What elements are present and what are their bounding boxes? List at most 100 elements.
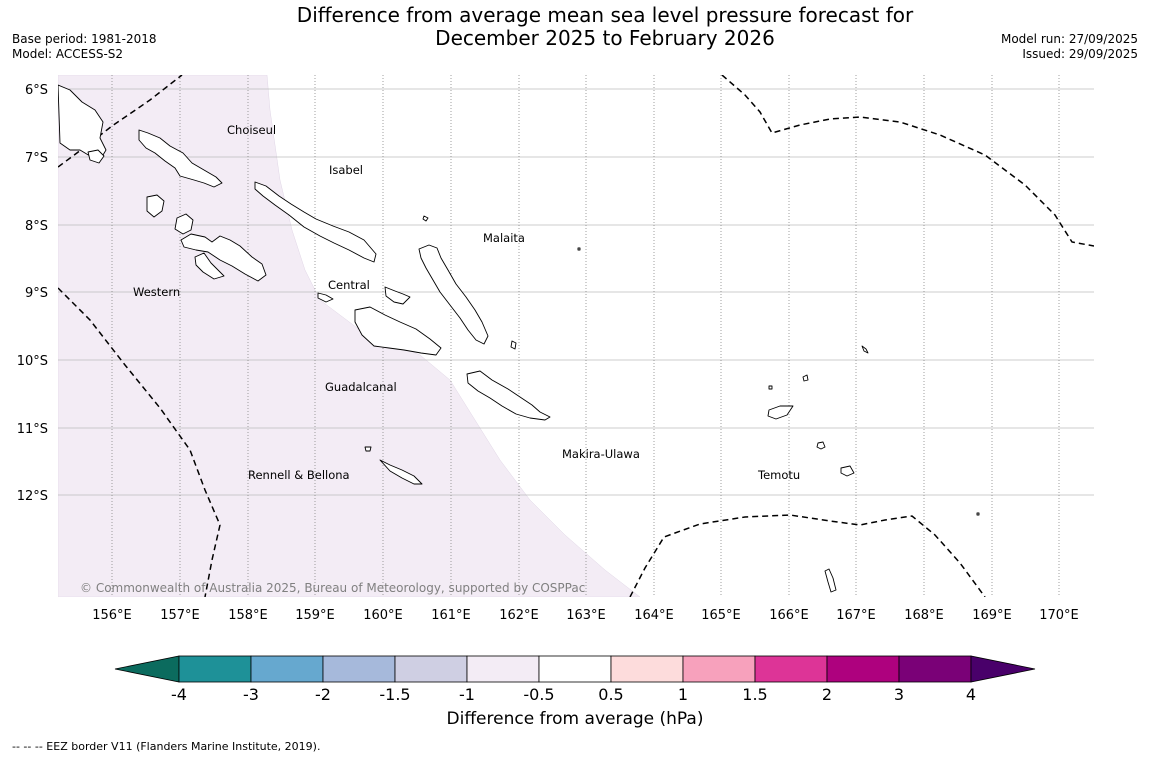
lon-label-166e: 166°E (769, 608, 809, 623)
place-label-guadalcanal: Guadalcanal (325, 380, 397, 394)
pressure-anomaly-shaded-area (58, 75, 641, 597)
place-labels: Choiseul Isabel Malaita Central Western … (133, 123, 800, 482)
island-russell (317, 292, 334, 303)
island-bougainville (58, 84, 107, 161)
colorbar-swatch (826, 655, 900, 683)
colorbar-title: Difference from average (hPa) (446, 709, 704, 729)
model-name: Model: ACCESS-S2 (12, 47, 124, 61)
title-line-2: December 2025 to February 2026 (435, 26, 775, 50)
colorbar-extension-high (970, 655, 1036, 683)
colorbar-tick-label: -0.5 (523, 685, 554, 704)
island-sikaiana (577, 247, 581, 251)
colorbar-tick-label: 0.5 (598, 685, 623, 704)
latitude-labels: 6°S 7°S 8°S 9°S 10°S 11°S 12°S (17, 83, 48, 504)
longitude-gridlines (111, 75, 1060, 597)
island-malaita (418, 244, 489, 345)
model-run: Model run: 27/09/2025 (1000, 32, 1138, 46)
colorbar-swatch (394, 655, 468, 683)
latitude-gridlines (58, 88, 1094, 496)
island-small-isabel (422, 215, 429, 222)
colorbar-swatch (538, 655, 612, 683)
lon-label-169e: 169°E (972, 608, 1012, 623)
place-label-makira-ulawa: Makira-Ulawa (562, 447, 640, 461)
coastlines (58, 84, 980, 593)
lon-label-158e: 158°E (228, 608, 268, 623)
colorbar-extension-low (114, 655, 180, 683)
longitude-labels: 156°E 157°E 158°E 159°E 160°E 161°E 162°… (92, 608, 1079, 623)
meta-left: Base period: 1981-2018 Model: ACCESS-S2 (12, 32, 157, 62)
island-reef-islands (802, 374, 809, 382)
eez-border-south (629, 514, 986, 597)
lon-label-167e: 167°E (836, 608, 876, 623)
island-vella-lavella (146, 194, 165, 218)
title-line-1: Difference from average mean sea level p… (296, 3, 914, 27)
eez-border-southwest (58, 287, 221, 597)
lon-label-157e: 157°E (160, 608, 200, 623)
island-utupua (816, 441, 826, 450)
place-label-western: Western (133, 285, 180, 299)
island-florida (384, 286, 411, 305)
lon-label-161e: 161°E (431, 608, 471, 623)
lon-label-160e: 160°E (363, 608, 403, 623)
island-kolombangara (174, 213, 194, 235)
lon-label-165e: 165°E (701, 608, 741, 623)
island-new-georgia (180, 233, 267, 282)
lon-label-170e: 170°E (1039, 608, 1079, 623)
lat-label-10s: 10°S (17, 354, 48, 369)
place-label-central: Central (328, 278, 370, 292)
colorbar-swatches (114, 655, 1036, 683)
lon-label-163e: 163°E (566, 608, 606, 623)
eez-border-northeast (721, 75, 1094, 247)
colorbar-swatch (682, 655, 756, 683)
island-ontong (768, 385, 773, 390)
colorbar-tick-label: 2 (822, 685, 832, 704)
island-guadalcanal (354, 306, 442, 356)
lat-label-6s: 6°S (25, 83, 48, 98)
eez-borders (58, 75, 1094, 597)
lat-label-9s: 9°S (25, 286, 48, 301)
chart-title: Difference from average mean sea level p… (175, 4, 1035, 50)
colorbar-tick-label: 1 (678, 685, 688, 704)
colorbar-tick-label: 1.5 (742, 685, 767, 704)
island-shortland (87, 149, 105, 164)
colorbar-ticks: -4 -3 -2 -1.5 -1 -0.5 0.5 1 1.5 2 3 4 (171, 685, 976, 704)
colorbar-tick-label: -1.5 (379, 685, 410, 704)
lat-label-11s: 11°S (17, 422, 48, 437)
place-label-temotu: Temotu (757, 468, 800, 482)
lon-label-168e: 168°E (904, 608, 944, 623)
island-anuta (824, 568, 837, 593)
island-makira (466, 370, 551, 421)
island-rennell (379, 459, 423, 485)
colorbar-swatch (178, 655, 252, 683)
place-label-isabel: Isabel (329, 163, 363, 177)
lat-label-12s: 12°S (17, 489, 48, 504)
lat-label-8s: 8°S (25, 219, 48, 234)
colorbar-tick-label: -3 (243, 685, 259, 704)
colorbar-tick-label: -1 (459, 685, 475, 704)
colorbar: -4 -3 -2 -1.5 -1 -0.5 0.5 1 1.5 2 3 4 (114, 655, 1036, 704)
lon-label-162e: 162°E (499, 608, 539, 623)
colorbar-tick-label: -4 (171, 685, 187, 704)
lon-label-156e: 156°E (92, 608, 132, 623)
copyright-notice: © Commonwealth of Australia 2025, Bureau… (80, 581, 585, 595)
island-choiseul (138, 129, 223, 188)
eez-footnote: -- -- -- EEZ border V11 (Flanders Marine… (12, 740, 321, 753)
lat-label-7s: 7°S (25, 151, 48, 166)
island-rendova (194, 252, 225, 280)
place-label-choiseul: Choiseul (227, 123, 276, 137)
meta-right: Model run: 27/09/2025 Issued: 29/09/2025 (1001, 32, 1138, 62)
colorbar-tick-label: -2 (315, 685, 331, 704)
island-tikopia (976, 512, 980, 516)
island-vanikoro (840, 465, 855, 477)
lon-label-159e: 159°E (295, 608, 335, 623)
base-period: Base period: 1981-2018 (12, 32, 157, 46)
island-ulawa (510, 340, 517, 350)
colorbar-tick-label: 4 (966, 685, 976, 704)
island-bellona (364, 446, 372, 452)
island-duff (861, 345, 869, 354)
colorbar-tick-label: 3 (894, 685, 904, 704)
map-panel: Choiseul Isabel Malaita Central Western … (17, 75, 1094, 623)
place-label-rennell-bellona: Rennell & Bellona (248, 468, 350, 482)
lon-label-164e: 164°E (634, 608, 674, 623)
colorbar-swatch (322, 655, 396, 683)
